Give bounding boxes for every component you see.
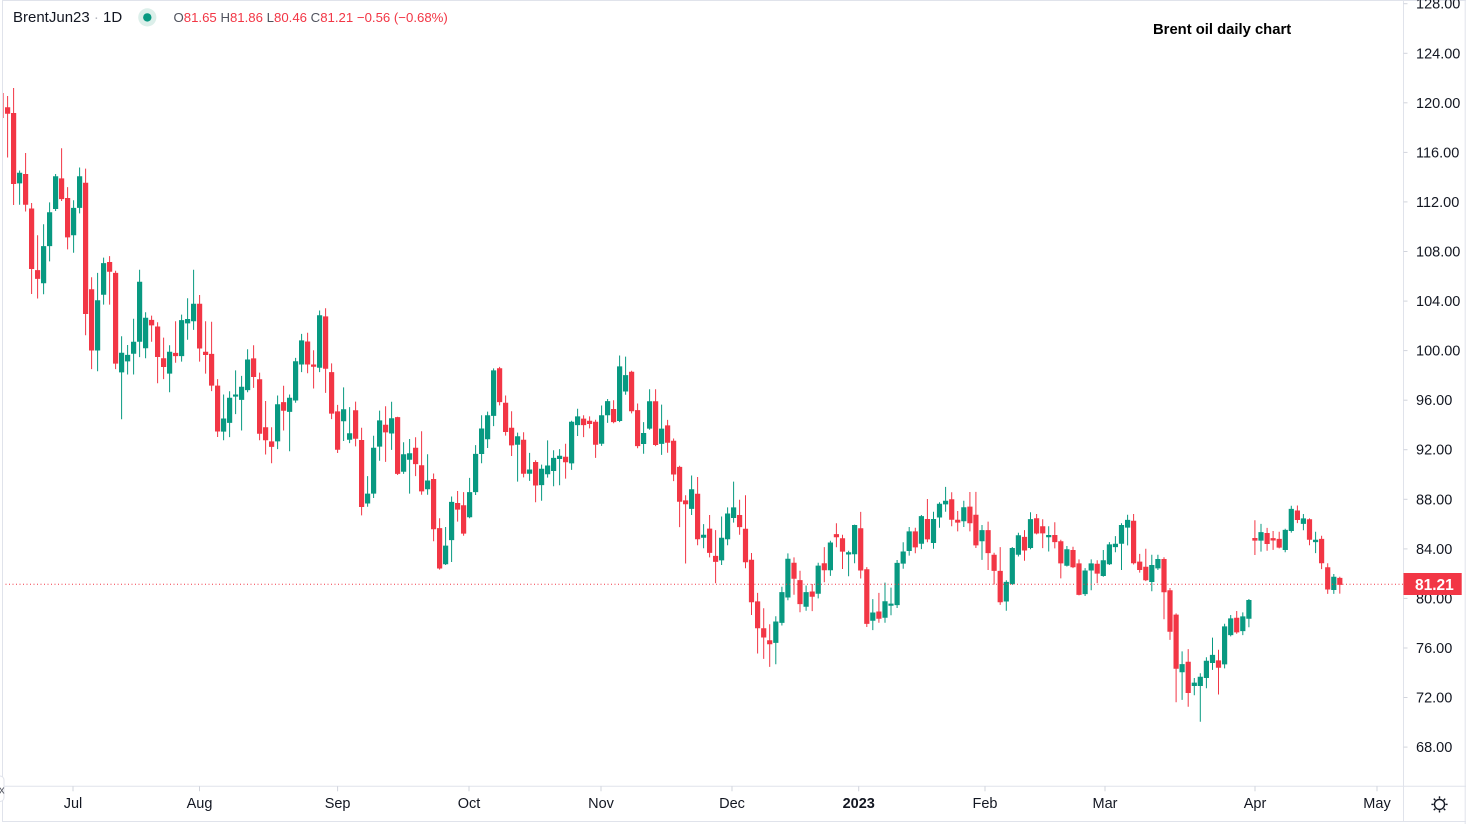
svg-text:BrentJun23 · 1D: BrentJun23 · 1D [13, 9, 122, 26]
svg-text:Apr: Apr [1244, 796, 1267, 812]
svg-text:108.00: 108.00 [1416, 245, 1460, 261]
svg-text:Brent oil daily chart: Brent oil daily chart [1153, 22, 1291, 38]
svg-text:2023: 2023 [843, 796, 875, 812]
svg-text:100.00: 100.00 [1416, 344, 1460, 360]
svg-text:Aug: Aug [187, 796, 213, 812]
svg-text:May: May [1363, 796, 1391, 812]
svg-text:Feb: Feb [973, 796, 998, 812]
svg-text:120.00: 120.00 [1416, 96, 1460, 112]
svg-text:Sep: Sep [325, 796, 351, 812]
svg-text:88.00: 88.00 [1416, 492, 1452, 508]
svg-text:80.00: 80.00 [1416, 591, 1452, 607]
svg-text:81.21: 81.21 [1415, 577, 1454, 594]
svg-text:Oct: Oct [458, 796, 481, 812]
svg-text:Jul: Jul [64, 796, 83, 812]
svg-text:84.00: 84.00 [1416, 542, 1452, 558]
svg-text:O81.65 H81.86 L80.46 C81.21 −0: O81.65 H81.86 L80.46 C81.21 −0.56 (−0.68… [174, 10, 448, 25]
svg-text:124.00: 124.00 [1416, 46, 1460, 62]
svg-text:Dec: Dec [719, 796, 745, 812]
svg-text:128.00: 128.00 [1416, 0, 1460, 13]
svg-text:Mar: Mar [1093, 796, 1118, 812]
svg-text:72.00: 72.00 [1416, 691, 1452, 707]
svg-text:96.00: 96.00 [1416, 393, 1452, 409]
svg-text:68.00: 68.00 [1416, 740, 1452, 756]
svg-text:Nov: Nov [588, 796, 615, 812]
svg-text:104.00: 104.00 [1416, 294, 1460, 310]
svg-text:112.00: 112.00 [1416, 195, 1459, 211]
svg-text:76.00: 76.00 [1416, 641, 1452, 657]
svg-text:92.00: 92.00 [1416, 443, 1452, 459]
svg-text:116.00: 116.00 [1416, 145, 1459, 161]
svg-text:x: x [0, 785, 5, 797]
